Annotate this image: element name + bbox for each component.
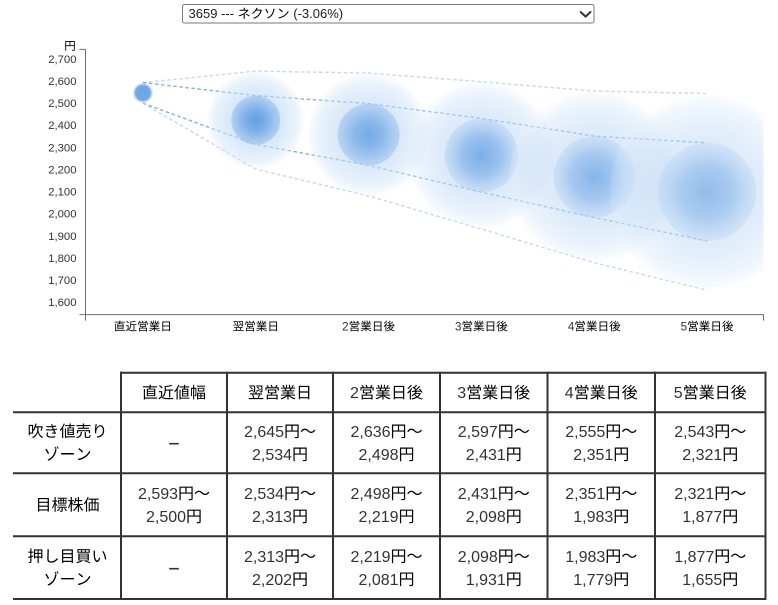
svg-text:1,600: 1,600	[48, 297, 76, 309]
svg-text:5: 5	[674, 385, 683, 402]
svg-text:1,700: 1,700	[48, 275, 76, 287]
svg-text:2,431: 2,431	[458, 486, 498, 503]
svg-text:2,597: 2,597	[458, 424, 498, 441]
svg-text:2,219: 2,219	[350, 549, 390, 566]
svg-text:2,219: 2,219	[358, 509, 398, 526]
svg-text:2,313: 2,313	[244, 549, 284, 566]
svg-text:1,800: 1,800	[48, 253, 76, 265]
svg-text:4: 4	[565, 385, 574, 402]
svg-text:1,779: 1,779	[573, 572, 613, 589]
svg-text:5: 5	[681, 320, 687, 333]
svg-text:3: 3	[457, 385, 466, 402]
svg-text:2,202: 2,202	[252, 572, 292, 589]
svg-text:2,534: 2,534	[252, 447, 292, 464]
svg-text:2,000: 2,000	[48, 209, 76, 221]
svg-text:2,543: 2,543	[674, 424, 714, 441]
svg-text:1,931: 1,931	[466, 572, 506, 589]
svg-text:2,636: 2,636	[350, 424, 390, 441]
svg-text:1,877: 1,877	[674, 549, 714, 566]
svg-text:2,351: 2,351	[565, 486, 605, 503]
svg-text:2,100: 2,100	[48, 187, 76, 199]
svg-text:2,498: 2,498	[358, 447, 398, 464]
svg-text:2,081: 2,081	[358, 572, 398, 589]
svg-text:4: 4	[568, 320, 575, 333]
svg-text:2,431: 2,431	[466, 447, 506, 464]
svg-text:2,200: 2,200	[48, 164, 76, 176]
svg-text:2,098: 2,098	[458, 549, 498, 566]
svg-text:1,983: 1,983	[573, 509, 613, 526]
svg-text:1,983: 1,983	[565, 549, 605, 566]
svg-text:2,593: 2,593	[138, 486, 178, 503]
svg-text:3: 3	[455, 320, 461, 333]
svg-text:2,645: 2,645	[244, 424, 284, 441]
svg-text:1,655: 1,655	[682, 572, 722, 589]
svg-text:2,700: 2,700	[48, 54, 76, 66]
svg-text:2,351: 2,351	[573, 447, 613, 464]
svg-text:1,877: 1,877	[682, 509, 722, 526]
svg-text:2,321: 2,321	[682, 447, 722, 464]
svg-text:2,498: 2,498	[350, 486, 390, 503]
svg-text:2,400: 2,400	[48, 120, 76, 132]
svg-text:2,300: 2,300	[48, 142, 76, 154]
svg-text:2,534: 2,534	[244, 486, 284, 503]
svg-text:2: 2	[342, 320, 348, 333]
svg-text:3659 ---: 3659 ---	[189, 6, 235, 21]
svg-text:1,900: 1,900	[48, 231, 76, 243]
svg-text:2,555: 2,555	[565, 424, 605, 441]
svg-text:(-3.06%): (-3.06%)	[293, 6, 343, 21]
svg-text:2: 2	[350, 385, 359, 402]
svg-text:2,500: 2,500	[146, 509, 186, 526]
svg-text:2,313: 2,313	[252, 509, 292, 526]
svg-text:2,500: 2,500	[48, 98, 76, 110]
svg-text:2,600: 2,600	[48, 76, 76, 88]
svg-text:2,098: 2,098	[466, 509, 506, 526]
svg-text:2,321: 2,321	[674, 486, 714, 503]
